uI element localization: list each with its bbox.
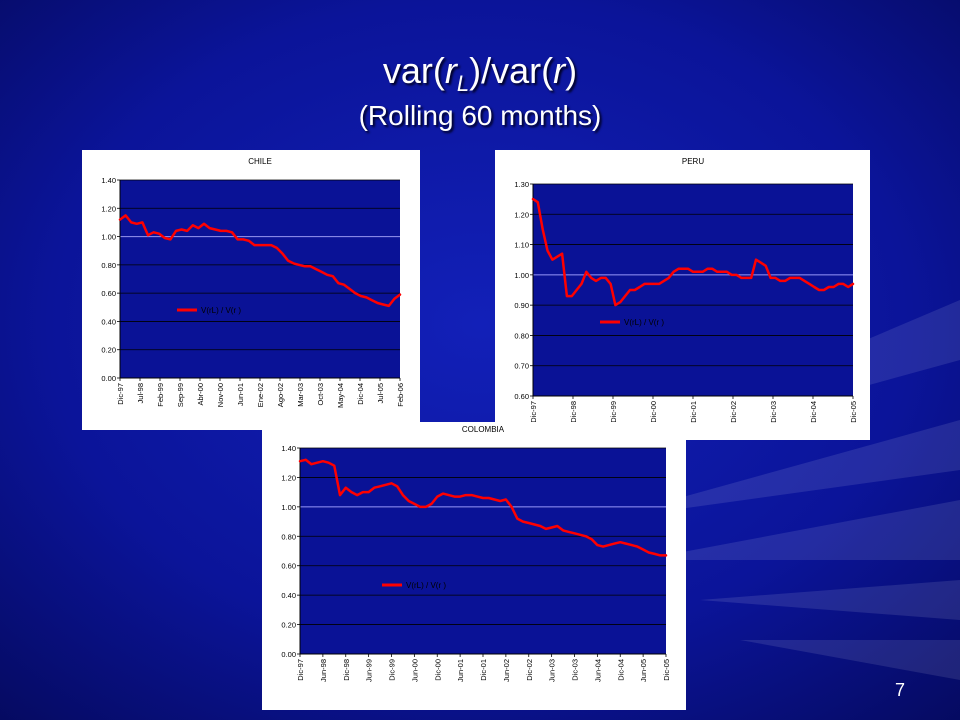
x-tick-label: Dic-97 <box>296 659 305 681</box>
x-tick-label: Dic-02 <box>729 401 738 423</box>
series-line <box>118 214 402 308</box>
x-tick-label: Dic-99 <box>609 401 618 423</box>
legend-label: V(rL) / V(r ) <box>406 581 446 590</box>
x-tick-label: Dic-04 <box>616 659 625 681</box>
x-tick-label: Feb-99 <box>156 383 165 407</box>
chart-title: PERU <box>682 157 704 166</box>
x-tick-label: Jun-03 <box>548 659 557 682</box>
y-tick-label: 0.00 <box>281 650 296 659</box>
y-tick-label: 1.20 <box>281 473 296 482</box>
x-tick-label: Jun-98 <box>319 659 328 682</box>
x-tick-label: Ago-02 <box>276 383 285 407</box>
slide-number: 7 <box>894 680 905 700</box>
x-tick-label: Jun-04 <box>593 659 602 682</box>
x-tick-label: Oct-03 <box>316 383 325 406</box>
x-tick-label: Jul-98 <box>136 383 145 403</box>
y-tick-label: 0.00 <box>101 374 116 383</box>
x-tick-label: Dic-03 <box>571 659 580 681</box>
x-tick-label: Jul-05 <box>376 383 385 403</box>
x-tick-label: Dic-98 <box>342 659 351 681</box>
y-tick-label: 0.90 <box>514 301 529 310</box>
x-tick-label: Dic-01 <box>479 659 488 681</box>
y-tick-label: 0.60 <box>514 392 529 401</box>
x-tick-label: Dic-03 <box>769 401 778 423</box>
y-tick-label: 1.40 <box>281 444 296 453</box>
y-tick-label: 0.80 <box>101 261 116 270</box>
y-tick-label: 0.80 <box>514 331 529 340</box>
legend-label: V(rL) / V(r ) <box>201 306 241 315</box>
y-tick-label: 0.20 <box>281 621 296 630</box>
chart-title: COLOMBIA <box>462 425 505 434</box>
y-tick-label: 0.60 <box>281 562 296 571</box>
x-tick-label: Jun-00 <box>410 659 419 682</box>
plot-area <box>533 184 853 396</box>
y-tick-label: 0.20 <box>101 346 116 355</box>
y-tick-label: 1.00 <box>514 271 529 280</box>
x-tick-label: Dic-00 <box>649 401 658 423</box>
slide-subtitle: (Rolling 60 months) <box>358 100 602 131</box>
x-tick-label: Dic-04 <box>809 401 818 423</box>
y-tick-label: 0.40 <box>101 317 116 326</box>
plot-area <box>120 180 400 378</box>
x-tick-label: Dic-97 <box>116 383 125 405</box>
legend-label: V(rL) / V(r ) <box>624 318 664 327</box>
y-tick-label: 1.10 <box>514 241 529 250</box>
chart-peru: PERU 0.60 0.70 0.80 0.90 1.00 1.10 1.20 1.30 Dic-… <box>495 150 870 440</box>
x-tick-label: Jun-01 <box>456 659 465 682</box>
x-tick-label: Dic-98 <box>569 401 578 423</box>
x-tick-label: Dic-97 <box>529 401 538 423</box>
y-tick-label: 1.30 <box>514 180 529 189</box>
x-tick-label: Jun-02 <box>502 659 511 682</box>
series-line <box>298 458 668 557</box>
x-tick-label: Dic-00 <box>433 659 442 681</box>
x-tick-label: Dic-05 <box>849 401 858 423</box>
y-tick-label: 0.40 <box>281 591 296 600</box>
x-tick-label: Jun-99 <box>365 659 374 682</box>
plot-area <box>300 448 666 654</box>
y-tick-label: 0.80 <box>281 532 296 541</box>
x-tick-label: Dic-05 <box>662 659 671 681</box>
x-tick-label: Feb-06 <box>396 383 405 407</box>
slide-title: var(rL)/var(r) <box>382 50 578 97</box>
x-tick-label: Jun-01 <box>236 383 245 406</box>
y-tick-label: 1.20 <box>101 204 116 213</box>
y-tick-label: 1.40 <box>101 176 116 185</box>
x-tick-label: Dic-99 <box>388 659 397 681</box>
series-line <box>531 197 855 307</box>
y-tick-label: 1.20 <box>514 210 529 219</box>
x-tick-label: Ene-02 <box>256 383 265 407</box>
x-tick-label: Sep-99 <box>176 383 185 407</box>
x-tick-label: Dic-04 <box>356 383 365 405</box>
x-tick-label: Nov-00 <box>216 383 225 407</box>
x-tick-label: May-04 <box>336 383 345 408</box>
x-tick-label: Jun-05 <box>639 659 648 682</box>
y-tick-label: 0.70 <box>514 362 529 371</box>
chart-chile: CHILE 0.00 0.20 0.40 0.60 0.80 1.00 1.20 1.40 Dic… <box>82 150 420 430</box>
y-tick-label: 0.60 <box>101 289 116 298</box>
x-tick-label: Abr-00 <box>196 383 205 406</box>
x-tick-label: Mar-03 <box>296 383 305 407</box>
x-tick-label: Dic-02 <box>525 659 534 681</box>
x-tick-label: Dic-01 <box>689 401 698 423</box>
y-tick-label: 1.00 <box>281 503 296 512</box>
chart-colombia: COLOMBIA 0.00 0.20 0.40 0.60 0.80 1.00 1.20 1.40… <box>262 422 686 710</box>
chart-title: CHILE <box>248 157 272 166</box>
y-tick-label: 1.00 <box>101 233 116 242</box>
